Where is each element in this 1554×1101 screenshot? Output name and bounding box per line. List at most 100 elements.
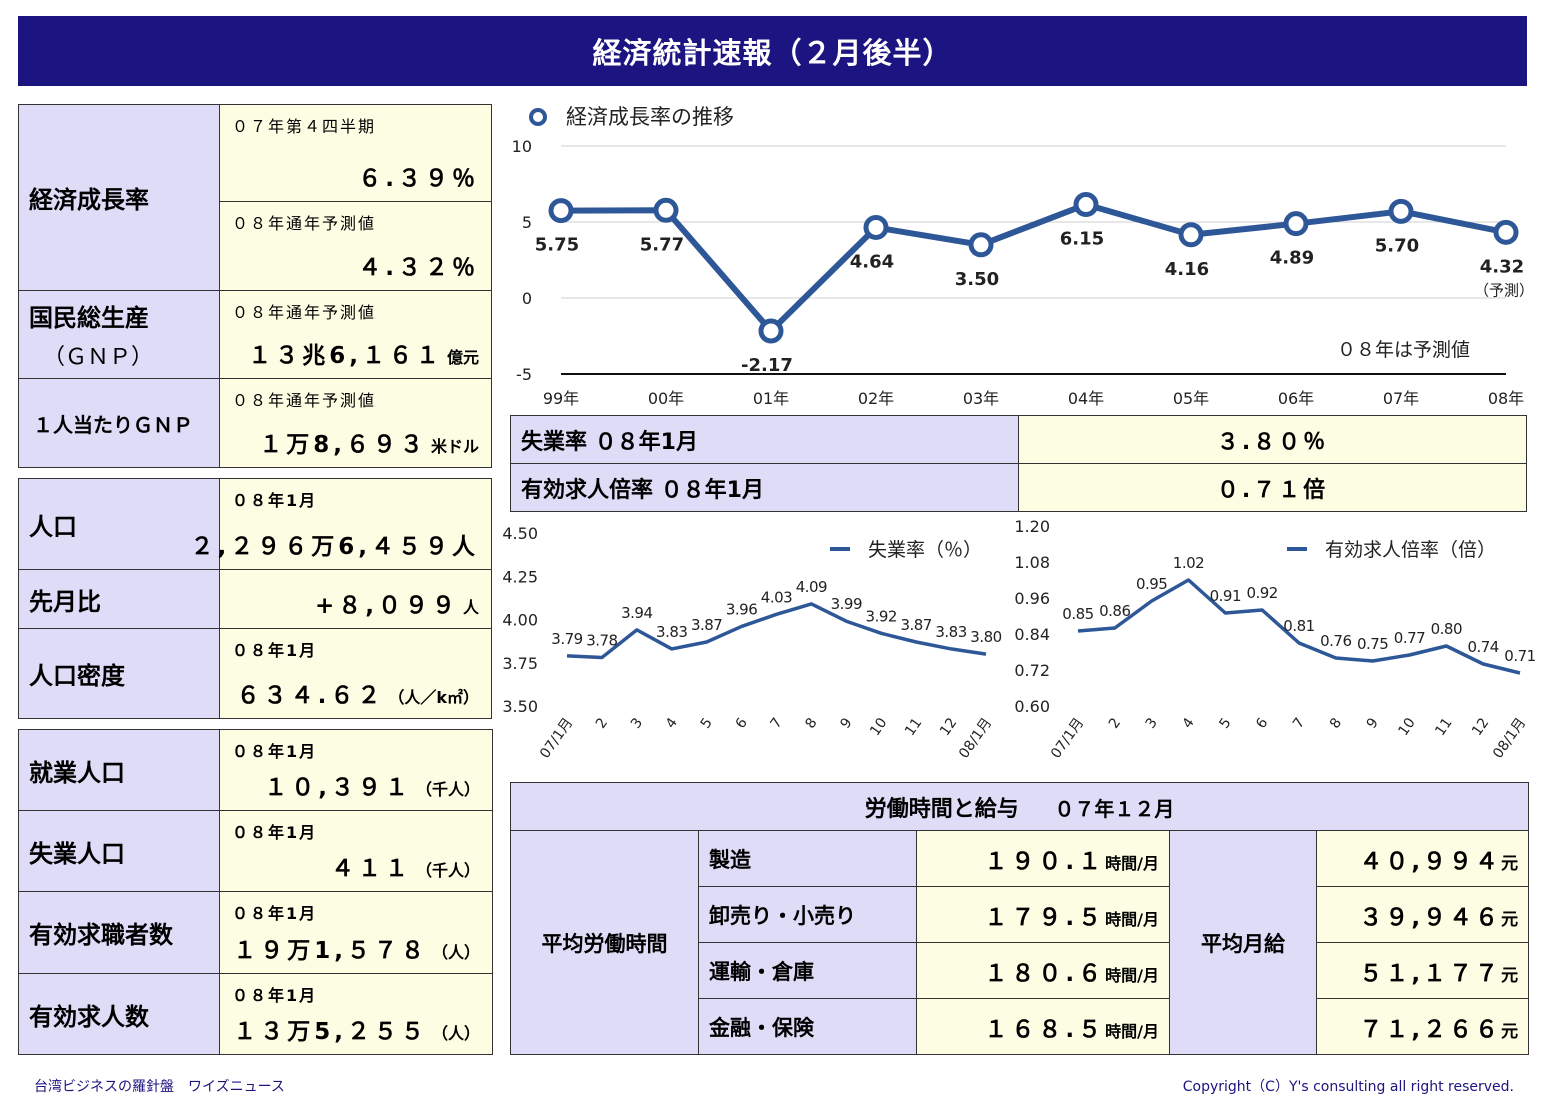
gnp-value-cell: ０８年通年予測値 １３兆6,１６１ 億元 — [219, 290, 492, 379]
x-tick-label: 07/1月 — [537, 715, 576, 761]
job-openings-unit: （人） — [431, 1024, 480, 1043]
y-tick-label: 0.60 — [1015, 697, 1050, 716]
footer-right: Copyright（C）Y's consulting all right res… — [1182, 1079, 1514, 1095]
data-label: 4.09 — [796, 578, 827, 596]
population-value: ２,２９６万6,４５９人 — [190, 534, 479, 560]
population-change-value: +８,０９９ — [314, 593, 459, 619]
x-tick-label: 10 — [1395, 715, 1418, 739]
data-label: 6.15 — [1060, 229, 1104, 250]
pay-unit: 元 — [1501, 1021, 1519, 1042]
legend-label: 有効求人倍率（倍） — [1325, 539, 1496, 561]
x-tick-label: 11 — [902, 715, 925, 739]
hours-value: １９０.１ — [984, 848, 1106, 875]
x-tick-label: 10 — [867, 715, 890, 739]
pay-cell: ４０,９９４元 — [1315, 830, 1530, 887]
population-density-cell: ０８年1月 ６３４.６２ （人／k㎡） — [219, 628, 492, 719]
data-label: 3.96 — [726, 600, 757, 618]
unemployment-rate-label: 失業率 ０８年1月 — [510, 415, 1019, 464]
data-label: 3.83 — [656, 623, 687, 641]
x-tick-label: 5 — [1216, 715, 1234, 731]
data-label: 0.81 — [1283, 617, 1314, 635]
hours-unit: 時間/月 — [1105, 1021, 1159, 1041]
job-openings-label: 有効求人数 — [18, 973, 220, 1055]
data-label: 3.87 — [900, 616, 931, 634]
econ-growth-q-value: ６.３９％ — [358, 166, 479, 192]
data-label: 3.78 — [586, 632, 617, 650]
y-tick-label: 0.72 — [1015, 661, 1050, 680]
data-point — [968, 232, 994, 258]
population-value-cell: ０８年1月 ２,２９６万6,４５９人 — [191, 478, 492, 570]
gnp-period: ０８年通年予測値 — [232, 303, 377, 322]
x-tick-label: 6 — [733, 715, 751, 732]
hours-value: １７９.５ — [984, 904, 1106, 931]
gnp-per-label: １人当たりＧＮＰ — [18, 378, 220, 468]
employment-table: 就業人口 ０８年1月 １０,３９１ （千人） 失業人口 ０８年1月 ４１１ （千人）… — [18, 729, 493, 1055]
x-tick-label: 99年 — [543, 389, 579, 408]
hours-value: １８０.６ — [984, 960, 1106, 987]
population-table: 人口 ０８年1月 ２,２９６万6,４５９人 先月比 +８,０９９ 人 人口密度 ０… — [18, 478, 492, 719]
job-openings-cell: ０８年1月 １３万5,２５５ （人） — [219, 973, 493, 1055]
data-label: 0.85 — [1062, 605, 1093, 623]
gnp-unit: 億元 — [446, 348, 479, 367]
legend-marker — [529, 108, 547, 126]
job-seekers-label: 有効求職者数 — [18, 891, 220, 974]
data-label: 5.70 — [1375, 235, 1419, 256]
econ-growth-f-period: ０８年通年予測値 — [232, 214, 377, 233]
hours-cell: １９０.１時間/月 — [916, 830, 1170, 887]
series-line — [1077, 578, 1521, 675]
job-seekers-value: １９万1,５７８ — [233, 938, 428, 964]
data-label: 1.02 — [1173, 554, 1204, 572]
x-tick-label: 12 — [937, 715, 960, 739]
data-label: 5.77 — [640, 234, 684, 255]
population-density-unit: （人／k㎡） — [388, 688, 479, 707]
econ-growth-q-cell: ０７年第４四半期 ６.３９％ — [219, 104, 492, 202]
wage-title-cell: 労働時間と給与 ０７年１２月 — [509, 782, 1530, 831]
data-label: 0.80 — [1431, 620, 1462, 638]
data-label: 3.79 — [551, 630, 582, 648]
pay-value: ３９,９４６ — [1359, 904, 1502, 931]
y-tick-label: -5 — [516, 365, 532, 384]
x-tick-label: 3 — [1143, 715, 1161, 731]
x-tick-label: 08/1月 — [956, 715, 995, 761]
unemployed-unit: （千人） — [415, 861, 480, 880]
population-change-label: 先月比 — [18, 569, 220, 629]
employed-value: １０,３９１ — [264, 775, 412, 801]
population-change-cell: +８,０９９ 人 — [219, 569, 492, 629]
data-label: 0.71 — [1504, 647, 1535, 665]
data-label: 3.80 — [970, 628, 1001, 646]
x-tick-label: 00年 — [648, 389, 684, 408]
avg-pay-label: 平均月給 — [1169, 830, 1317, 1055]
x-tick-label: 7 — [1290, 715, 1308, 731]
data-point — [1178, 222, 1204, 248]
x-tick-label: 01年 — [753, 389, 789, 408]
unemployed-period: ０８年1月 — [232, 823, 318, 842]
hours-cell: １６８.５時間/月 — [916, 998, 1170, 1055]
gnp-label: 国民総生産 — [29, 304, 149, 332]
data-point — [1388, 198, 1414, 224]
job-ratio-line-chart: 1.20 1.08 0.96 0.84 0.72 0.60 有効求人倍率（倍） 0.85 07/… — [1015, 517, 1536, 762]
x-tick-label: 8 — [802, 715, 820, 731]
x-tick-label: 08/1月 — [1490, 715, 1529, 761]
y-tick-label: 4.25 — [502, 567, 538, 586]
pay-value: ５１,１７７ — [1359, 960, 1502, 987]
unemployment-line-chart: 4.50 4.25 4.00 3.75 3.50 失業率（％） 3.79 07/1月 3.78 2… — [502, 524, 1002, 762]
wage-period: ０７年１２月 — [1054, 796, 1175, 821]
econ-growth-label: 経済成長率 — [18, 104, 220, 291]
employed-label: 就業人口 — [18, 729, 220, 811]
hours-cell: １８０.６時間/月 — [916, 942, 1170, 999]
gnp-value: １３兆6,１６１ — [248, 343, 443, 369]
unemployed-value: ４１１ — [330, 856, 412, 882]
data-label: 0.77 — [1394, 629, 1425, 647]
x-tick-label: 2 — [593, 715, 611, 731]
economy-table: 経済成長率 ０７年第４四半期 ６.３９％ ０８年通年予測値 ４.３２％ 国民総生… — [18, 104, 492, 468]
gnp-per-value-cell: ０８年通年予測値 １万8,６９３ 米ドル — [219, 378, 492, 468]
job-ratio-value: ０.７１倍 — [1018, 463, 1527, 512]
population-label: 人口 — [18, 478, 220, 570]
legend-label: 失業率（％） — [868, 539, 982, 561]
wage-table: 労働時間と給与 ０７年１２月 平均労働時間 製造 １９０.１時間/月 平均月給 … — [509, 782, 1530, 1055]
pay-value: ４０,９９４ — [1359, 848, 1502, 875]
x-tick-label: 02年 — [858, 389, 894, 408]
data-label: 3.99 — [831, 595, 862, 613]
pay-unit: 元 — [1501, 965, 1519, 986]
job-openings-period: ０８年1月 — [232, 986, 318, 1005]
